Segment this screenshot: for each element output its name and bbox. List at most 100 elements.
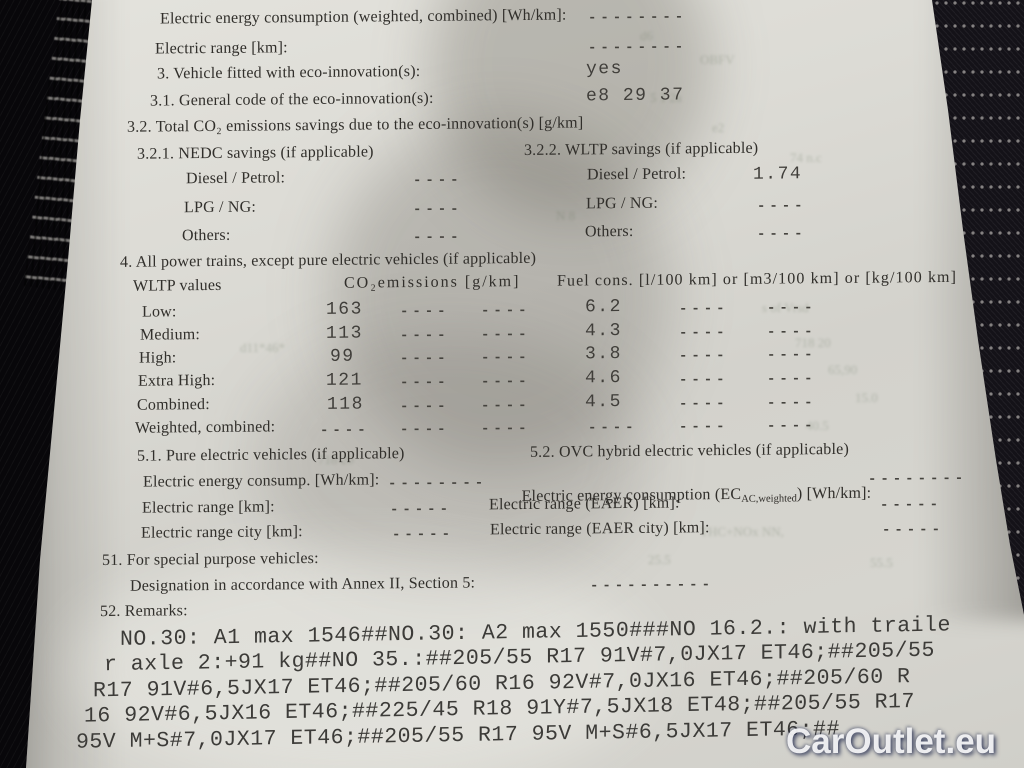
bleed-through-text: 65,90 — [828, 362, 858, 377]
row-extra-high-co2: 121 — [325, 370, 363, 391]
row-combined-fuel: 4.5 — [584, 392, 622, 413]
row-low-co2: 163 — [325, 299, 363, 320]
wltp-diesel-petrol-value: 1.74 — [752, 164, 803, 185]
bleed-through-text: 718 20 — [318, 452, 354, 467]
row-combined-co2-b: ---- — [399, 398, 450, 416]
ovc-eaer-value: ----- — [879, 496, 942, 514]
row-weighted-combined-label: Weighted, combined: — [134, 418, 276, 437]
row-low-co2-c: ---- — [480, 302, 531, 320]
wltp-lpg-ng-label: LPG / NG: — [585, 194, 659, 213]
row-medium-co2-b: ---- — [399, 327, 450, 345]
pure-ev-range-value: ----- — [389, 501, 452, 519]
row-low-fuel-b: ---- — [678, 301, 729, 318]
bleed-through-text: 74 n.c — [790, 150, 822, 165]
bleed-through-text: OBFV — [700, 52, 735, 67]
ovc-eaer-label: Electric range (EAER) [km]: — [488, 494, 680, 514]
row-combined-fuel-c: ---- — [766, 395, 817, 412]
field-label-electric-range: Electric range [km]: — [154, 39, 288, 58]
row-high-fuel: 3.8 — [584, 344, 622, 365]
nedc-diesel-petrol-label: Diesel / Petrol: — [185, 169, 286, 188]
row-combined-fuel-b: ---- — [678, 396, 729, 413]
bleed-through-text: 5 1 2a — [650, 90, 682, 105]
row-medium-label: Medium: — [139, 326, 201, 344]
row-weighted-fuel-b: ---- — [678, 419, 729, 436]
field-value-eco-innovation-fitted: yes — [585, 59, 623, 80]
row-weighted-co2: ---- — [319, 422, 370, 439]
camera-shadow-overlay — [255, 330, 645, 590]
bleed-through-text: d6 — [640, 28, 653, 43]
ovc-energy-value: -------- — [867, 470, 968, 488]
ovc-energy-label-subscript: AC,weighted — [741, 493, 797, 505]
section-3-2-title: 3.2. Total CO₂ emissions savings due to … — [126, 114, 584, 136]
field-value-electric-range: -------- — [587, 39, 688, 57]
row-medium-fuel-c: ---- — [766, 324, 817, 341]
bleed-through-text: 15.0 — [855, 390, 878, 405]
section-3-2-2-title: 3.2.2. WLTP savings (if applicable) — [523, 139, 759, 159]
wltp-values-header: WLTP values — [132, 276, 222, 295]
ovc-eaer-city-value: ----- — [881, 521, 944, 539]
row-high-fuel-c: ---- — [766, 347, 817, 364]
row-combined-co2-c: ---- — [480, 397, 531, 415]
field-value-electric-energy-consumption: -------- — [587, 9, 688, 27]
row-high-co2-c: ---- — [480, 349, 531, 367]
row-weighted-fuel-c: ---- — [766, 418, 817, 435]
row-low-fuel: 6.2 — [584, 297, 622, 318]
row-weighted-fuel: ---- — [587, 419, 638, 437]
row-high-fuel-b: ---- — [678, 348, 729, 365]
bleed-through-text: 25.5 — [648, 552, 671, 567]
designation-value: ---------- — [589, 577, 714, 595]
nedc-lpg-ng-value: ---- — [412, 201, 463, 219]
nedc-lpg-ng-label: LPG / NG: — [183, 198, 257, 217]
wltp-lpg-ng-value: ---- — [756, 198, 807, 215]
row-extra-high-label: Extra High: — [137, 371, 216, 390]
nedc-others-value: ---- — [412, 229, 463, 247]
row-extra-high-fuel: 4.6 — [584, 368, 622, 389]
section-51-title: 51. For special purpose vehicles: — [101, 549, 319, 570]
row-extra-high-fuel-b: ---- — [678, 372, 729, 389]
field-label-electric-energy-consumption: Electric energy consumption (weighted, c… — [159, 6, 567, 28]
section-5-2-title: 5.2. OVC hybrid electric vehicles (if ap… — [529, 440, 849, 461]
section-5-1-title: 5.1. Pure electric vehicles (if applicab… — [136, 445, 405, 465]
pure-ev-range-city-value: ----- — [391, 526, 454, 544]
designation-label: Designation in accordance with Annex II,… — [129, 574, 476, 595]
nedc-others-label: Others: — [181, 226, 231, 245]
row-combined-label: Combined: — [136, 396, 210, 414]
ovc-eaer-city-label: Electric range (EAER city) [km]: — [489, 519, 710, 539]
row-low-fuel-c: ---- — [766, 300, 817, 317]
section-52-title: 52. Remarks: — [99, 602, 188, 621]
row-extra-high-co2-b: ---- — [399, 374, 450, 392]
pure-ev-range-label: Electric range [km]: — [141, 498, 275, 517]
row-combined-co2: 118 — [326, 394, 364, 415]
field-label-eco-innovation-fitted: 3. Vehicle fitted with eco-innovation(s)… — [156, 62, 421, 83]
row-high-co2-b: ---- — [399, 350, 450, 368]
ovc-energy-label-post: ) [Wh/km]: — [796, 484, 872, 503]
caroutlet-watermark: CarOutlet.eu — [786, 722, 997, 761]
co2-emissions-header: CO₂emissions [g/km] — [343, 273, 521, 292]
row-extra-high-fuel-c: ---- — [766, 371, 817, 388]
row-medium-fuel: 4.3 — [584, 321, 622, 342]
bleed-through-text: d11*46* — [240, 340, 286, 355]
row-high-co2: 99 — [329, 346, 355, 367]
row-extra-high-co2-c: ---- — [480, 373, 531, 391]
row-low-label: Low: — [141, 303, 177, 321]
row-weighted-co2-b: ---- — [399, 421, 450, 439]
row-low-co2-b: ---- — [399, 303, 450, 321]
paper-highlight-bottom — [70, 550, 650, 768]
wltp-others-label: Others: — [584, 222, 634, 241]
bleed-through-text: THC+NOx NN, — [700, 524, 784, 539]
row-medium-co2-c: ---- — [480, 326, 531, 344]
row-medium-fuel-b: ---- — [678, 325, 729, 342]
bleed-through-text: 718 20 — [795, 335, 831, 350]
section-4-title: 4. All power trains, except pure electri… — [119, 249, 537, 271]
row-weighted-co2-c: ---- — [480, 420, 531, 438]
bleed-through-text: N 8 — [556, 208, 576, 223]
row-medium-co2: 113 — [325, 323, 363, 344]
bleed-through-text: 40.5 — [806, 418, 829, 433]
section-3-2-1-title: 3.2.1. NEDC savings (if applicable) — [136, 143, 374, 163]
field-label-eco-innovation-code: 3.1. General code of the eco-innovation(… — [149, 89, 434, 110]
fuel-consumption-header: Fuel cons. [l/100 km] or [m3/100 km] or … — [556, 268, 958, 290]
wltp-diesel-petrol-label: Diesel / Petrol: — [586, 165, 687, 184]
